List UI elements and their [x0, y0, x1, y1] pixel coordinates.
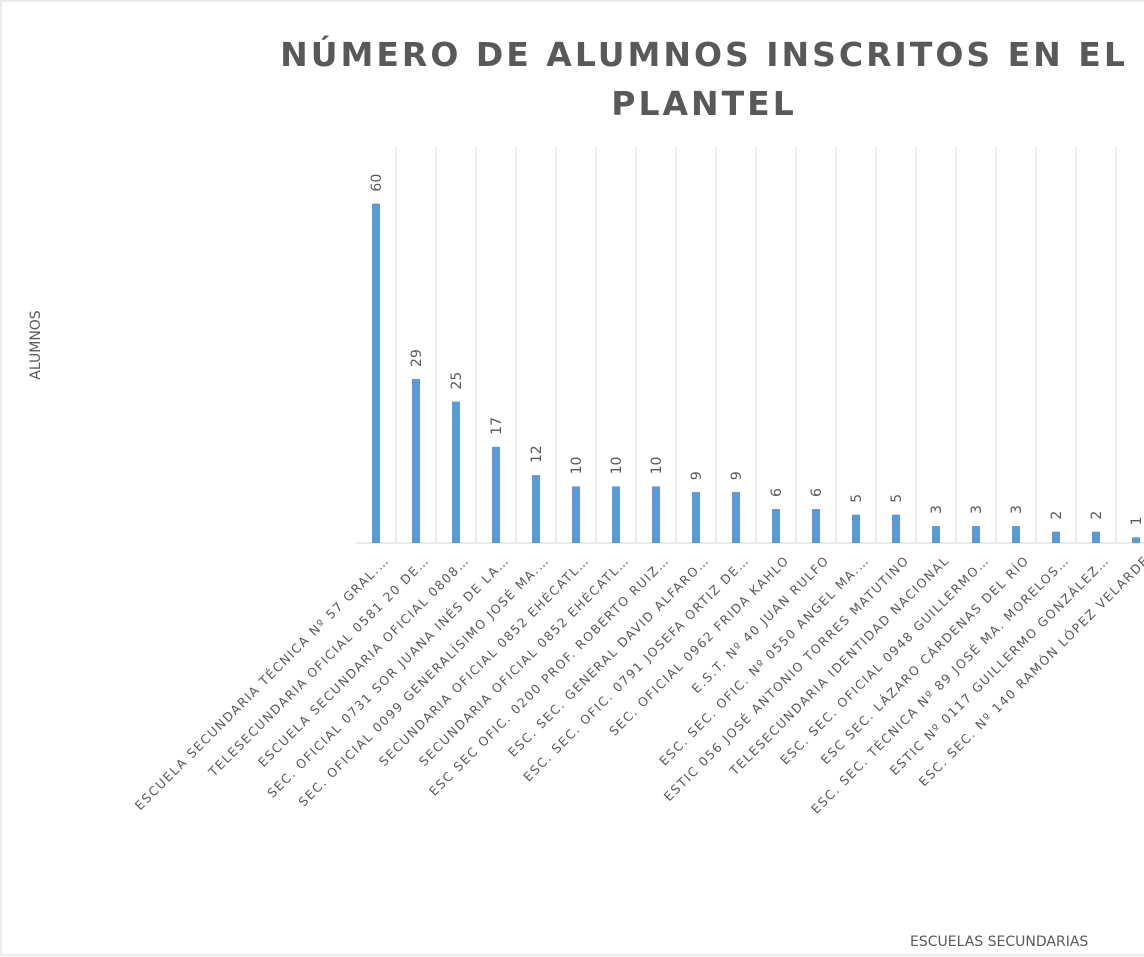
- bar: [1092, 531, 1100, 543]
- data-label: 25: [449, 372, 465, 390]
- data-label: 60: [369, 174, 385, 192]
- data-label: 29: [409, 349, 425, 367]
- bar: [452, 401, 460, 543]
- bar: [372, 203, 380, 544]
- data-label: 10: [569, 457, 585, 475]
- y-axis-title: ALUMNOS: [28, 310, 44, 379]
- chart-title: NÚMERO DE ALUMNOS INSCRITOS EN EL: [280, 34, 1128, 74]
- bar: [572, 486, 580, 543]
- data-label: 9: [729, 471, 745, 480]
- data-label: 2: [1049, 511, 1065, 520]
- data-label: 6: [769, 488, 785, 497]
- data-label: 10: [609, 457, 625, 475]
- bar: [612, 486, 620, 543]
- bar: [1012, 526, 1020, 543]
- bar: [1052, 531, 1060, 543]
- bar: [652, 486, 660, 543]
- data-label: 10: [649, 457, 665, 475]
- bar: [732, 492, 740, 543]
- chart-title: PLANTEL: [611, 84, 796, 123]
- bar: [892, 514, 900, 543]
- bar: [972, 526, 980, 543]
- bar: [532, 475, 540, 543]
- data-label: 3: [929, 505, 945, 514]
- bar: [772, 509, 780, 543]
- bar: [692, 492, 700, 543]
- bar: [812, 509, 820, 543]
- data-label: 2: [1089, 511, 1105, 520]
- data-label: 12: [529, 445, 545, 463]
- data-label: 3: [969, 505, 985, 514]
- bar: [932, 526, 940, 543]
- data-label: 9: [689, 471, 705, 480]
- data-label: 5: [849, 494, 865, 503]
- bar: [492, 446, 500, 543]
- data-label: 17: [489, 417, 505, 435]
- bar: [412, 378, 420, 543]
- x-axis-title: ESCUELAS SECUNDARIAS: [910, 934, 1088, 950]
- data-label: 5: [889, 494, 905, 503]
- data-label: 3: [1009, 505, 1025, 514]
- bar: [1132, 537, 1140, 543]
- data-label: 6: [809, 488, 825, 497]
- bar: [852, 514, 860, 543]
- data-label: 1: [1129, 516, 1144, 525]
